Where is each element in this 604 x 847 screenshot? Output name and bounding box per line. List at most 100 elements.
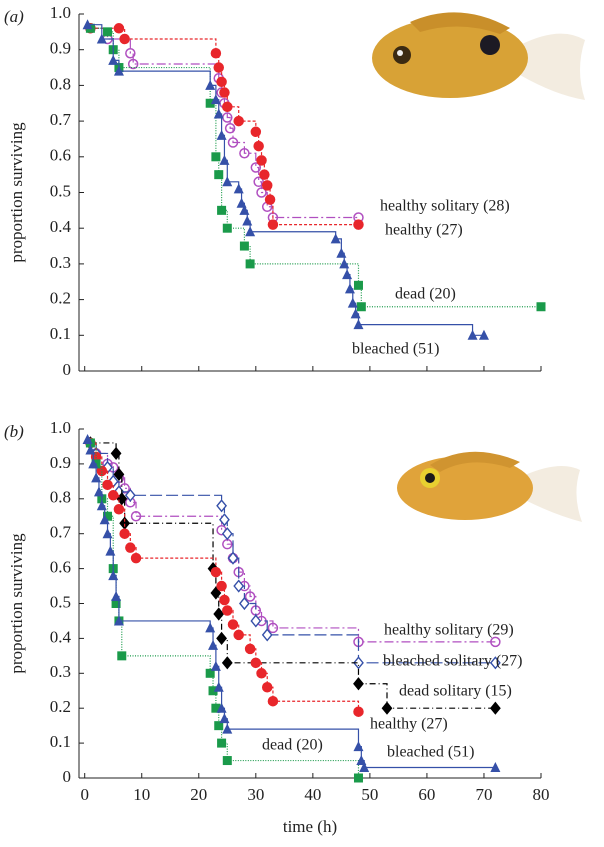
- x-tick-label: 60: [418, 785, 435, 804]
- survival-line: [90, 442, 496, 643]
- marker: [216, 76, 227, 88]
- y-tick-label: 0: [63, 360, 72, 379]
- marker: [221, 527, 233, 541]
- marker: [267, 219, 279, 230]
- marker: [99, 514, 110, 525]
- marker: [216, 129, 227, 140]
- marker: [110, 446, 122, 461]
- marker: [105, 545, 116, 556]
- marker: [210, 48, 222, 59]
- series-label: healthy (27): [370, 716, 448, 733]
- marker: [113, 467, 125, 481]
- marker: [478, 329, 489, 340]
- marker: [213, 681, 224, 692]
- y-tick-label: 0.5: [50, 181, 71, 200]
- marker: [213, 607, 225, 621]
- marker: [213, 108, 224, 119]
- survival-line: [90, 442, 360, 712]
- marker: [359, 762, 370, 773]
- marker: [85, 444, 96, 455]
- y-tick-label: 0.8: [50, 74, 71, 93]
- marker: [102, 528, 113, 539]
- marker: [350, 308, 361, 319]
- marker: [239, 204, 250, 215]
- marker: [208, 639, 219, 650]
- fish-b: [397, 451, 582, 522]
- series-label: healthy (27): [385, 222, 463, 239]
- marker: [253, 176, 264, 188]
- marker: [205, 668, 215, 678]
- marker: [245, 226, 256, 237]
- marker: [82, 433, 93, 444]
- marker: [267, 695, 279, 707]
- marker: [119, 33, 130, 45]
- marker: [227, 137, 239, 148]
- series-label: healthy solitary (29): [384, 622, 514, 639]
- x-tick-label: 70: [475, 785, 492, 804]
- marker: [216, 580, 227, 592]
- y-tick-label: 1.0: [50, 418, 71, 437]
- marker: [256, 187, 267, 198]
- marker: [108, 54, 119, 65]
- marker: [113, 65, 124, 76]
- marker: [250, 162, 262, 173]
- marker: [222, 101, 233, 113]
- marker: [233, 629, 244, 641]
- marker: [210, 94, 221, 105]
- y-tick-label: 0.9: [50, 453, 71, 472]
- marker: [217, 205, 227, 215]
- marker: [489, 701, 501, 715]
- marker: [216, 702, 227, 713]
- x-axis-label: time (h): [283, 817, 337, 836]
- marker: [219, 87, 230, 98]
- marker: [221, 656, 233, 670]
- marker: [117, 651, 127, 661]
- marker: [242, 215, 253, 226]
- y-tick-label: 0.2: [50, 289, 71, 308]
- marker: [222, 756, 232, 766]
- marker: [82, 19, 93, 30]
- marker: [208, 686, 218, 696]
- marker: [342, 269, 353, 280]
- marker: [344, 283, 355, 294]
- y-tick-label: 0.6: [50, 558, 71, 577]
- marker: [219, 594, 230, 606]
- y-tick-label: 0.6: [50, 146, 71, 165]
- x-tick-label: 20: [190, 785, 207, 804]
- marker: [96, 500, 107, 511]
- series-label: bleached (51): [352, 341, 440, 358]
- marker: [124, 488, 136, 502]
- marker: [205, 79, 216, 90]
- marker: [490, 636, 501, 648]
- marker: [93, 486, 104, 497]
- marker: [113, 504, 125, 515]
- marker: [111, 599, 121, 608]
- marker: [103, 511, 113, 521]
- marker: [113, 615, 124, 626]
- marker: [233, 579, 245, 593]
- marker: [210, 660, 221, 671]
- marker: [339, 258, 350, 269]
- marker: [239, 147, 250, 159]
- marker: [261, 180, 273, 191]
- marker: [256, 155, 267, 166]
- marker: [119, 528, 130, 539]
- series-label: dead solitary (15): [399, 683, 512, 700]
- marker: [205, 622, 216, 633]
- marker: [210, 566, 222, 578]
- marker: [244, 643, 256, 655]
- series-label: healthy solitary (28): [380, 198, 510, 215]
- marker: [353, 656, 364, 670]
- marker: [239, 596, 250, 611]
- x-tick-label: 80: [533, 785, 550, 804]
- marker: [250, 614, 262, 628]
- series-label: dead (20): [395, 286, 456, 303]
- panel-label: (b): [4, 422, 24, 441]
- y-tick-label: 0.5: [50, 592, 71, 611]
- marker: [259, 169, 270, 180]
- y-tick-label: 0.3: [50, 253, 71, 272]
- fish-a: [372, 12, 585, 100]
- marker: [356, 302, 366, 312]
